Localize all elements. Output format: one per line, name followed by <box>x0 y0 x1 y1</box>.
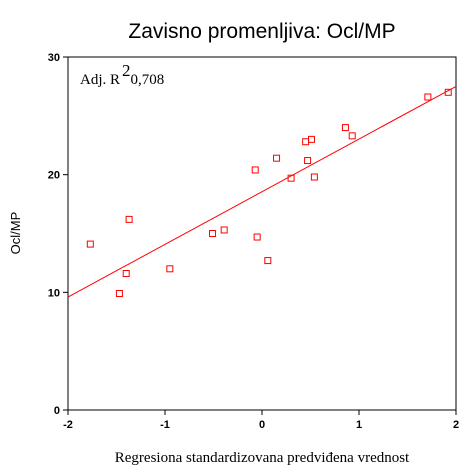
x-tick-label: 2 <box>453 419 459 431</box>
point <box>253 233 261 241</box>
point <box>273 154 281 162</box>
point <box>287 174 295 182</box>
y-axis-label: Ocl/MP <box>8 212 23 255</box>
point <box>304 157 312 165</box>
y-tick-label: 10 <box>48 287 60 299</box>
x-tick-label: -2 <box>63 419 73 431</box>
annotation-text: Adj. R <box>80 72 120 88</box>
x-tick-label: 1 <box>356 419 362 431</box>
plot-frame <box>67 56 457 411</box>
point <box>166 265 174 273</box>
point <box>348 132 356 140</box>
point <box>264 257 272 265</box>
point <box>251 166 259 174</box>
x-tick-label: -1 <box>160 419 170 431</box>
y-tick-label: 20 <box>48 170 60 182</box>
point <box>424 93 432 101</box>
annotation-superscript: 2 <box>122 61 131 80</box>
point <box>310 173 318 181</box>
point <box>220 226 228 234</box>
annotation-value: 0,708 <box>131 72 165 88</box>
point <box>307 135 315 143</box>
point <box>122 270 130 278</box>
y-tick-label: 0 <box>54 405 60 417</box>
chart-title: Zavisno promenljiva: Ocl/MP <box>128 20 395 43</box>
point <box>125 215 133 223</box>
point <box>115 290 123 298</box>
x-tick-label: 0 <box>259 419 265 431</box>
x-axis-label: Regresiona standardizovana predviđena vr… <box>115 450 410 466</box>
y-tick-label: 30 <box>48 52 60 64</box>
point <box>209 230 217 237</box>
point <box>341 124 349 132</box>
point <box>86 240 94 248</box>
point <box>302 138 310 146</box>
point <box>444 88 452 96</box>
fit-line <box>67 85 457 298</box>
annotation: Adj. R 20,708 <box>80 61 164 88</box>
